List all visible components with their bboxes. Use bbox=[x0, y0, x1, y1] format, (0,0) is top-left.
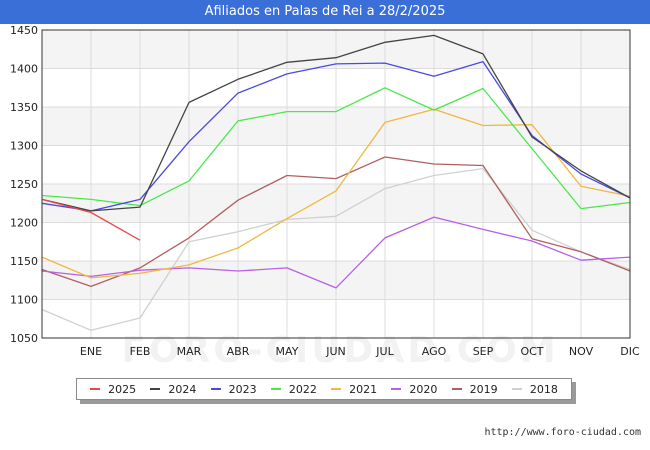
legend: 2025 2024 2023 2022 2021 2020 2019 2018 bbox=[76, 378, 572, 400]
legend-swatch bbox=[90, 388, 101, 390]
legend-swatch bbox=[270, 388, 281, 390]
series-line-2021 bbox=[41, 108, 631, 279]
legend-swatch bbox=[210, 388, 221, 390]
y-tick-label: 1250 bbox=[10, 178, 38, 191]
legend-item-2019: 2019 bbox=[451, 382, 498, 396]
legend-item-2021: 2021 bbox=[331, 383, 377, 396]
legend-label: 2025 bbox=[108, 382, 137, 396]
legend-label: 2024 bbox=[168, 382, 197, 396]
legend-label: 2018 bbox=[529, 382, 558, 396]
x-tick-label: FEB bbox=[130, 345, 151, 358]
legend-label: 2022 bbox=[288, 382, 317, 396]
series-line-2025 bbox=[41, 198, 141, 241]
x-tick-label: MAR bbox=[177, 345, 202, 358]
y-tick-label: 1400 bbox=[10, 63, 38, 76]
y-tick-label: 1050 bbox=[10, 332, 38, 345]
x-tick-label: JUL bbox=[375, 345, 394, 358]
x-tick-label: AGO bbox=[422, 345, 447, 358]
series-line-2018 bbox=[41, 167, 631, 331]
y-tick-label: 1150 bbox=[10, 255, 38, 268]
y-tick-label: 1100 bbox=[10, 294, 38, 307]
chart-title: Afiliados en Palas de Rei a 28/2/2025 bbox=[204, 4, 446, 19]
x-tick-label: OCT bbox=[520, 345, 543, 358]
legend-swatch bbox=[391, 388, 402, 390]
legend-item-2024: 2024 bbox=[150, 383, 196, 396]
series-line-2024 bbox=[41, 34, 631, 212]
plot-frame bbox=[41, 29, 631, 339]
x-tick-label: ENE bbox=[80, 345, 102, 358]
x-axis-ticks: ENE FEB MAR ABR MAY JUN JUL AGO SEP OCT NOV DIC bbox=[80, 345, 640, 358]
legend-item-2022: 2022 bbox=[270, 382, 317, 396]
x-tick-label: DIC bbox=[620, 345, 640, 358]
legend-label: 2021 bbox=[349, 382, 378, 396]
legend-swatch bbox=[451, 388, 462, 390]
title-bar bbox=[0, 0, 650, 24]
x-tick-label: NOV bbox=[569, 345, 594, 358]
legend-swatch bbox=[331, 388, 342, 390]
y-tick-label: 1300 bbox=[10, 140, 38, 153]
y-tick-label: 1350 bbox=[10, 101, 38, 114]
series-group bbox=[41, 34, 631, 331]
x-tick-label: ABR bbox=[227, 345, 250, 358]
legend-item-2023: 2023 bbox=[210, 382, 257, 396]
x-tick-label: MAY bbox=[276, 345, 299, 358]
legend-item-2020: 2020 bbox=[391, 383, 437, 396]
legend-label: 2023 bbox=[228, 382, 257, 396]
y-tick-label: 1200 bbox=[10, 217, 38, 230]
legend-swatch bbox=[511, 388, 522, 390]
series-line-2019 bbox=[41, 156, 631, 288]
series-line-2023 bbox=[41, 60, 631, 212]
y-axis-ticks: 1050 1100 1150 1200 1250 1300 1350 1400 1450 bbox=[10, 24, 38, 345]
legend-item-2025: 2025 bbox=[90, 383, 136, 396]
legend-label: 2019 bbox=[469, 382, 498, 396]
y-tick-label: 1450 bbox=[10, 24, 38, 37]
legend-swatch bbox=[150, 388, 161, 390]
legend-label: 2020 bbox=[409, 382, 438, 396]
x-tick-label: SEP bbox=[473, 345, 494, 358]
legend-item-2018: 2018 bbox=[511, 382, 558, 396]
x-tick-label: JUN bbox=[325, 345, 346, 358]
series-line-2020 bbox=[41, 216, 631, 289]
source-url: http://www.foro-ciudad.com bbox=[484, 427, 641, 438]
